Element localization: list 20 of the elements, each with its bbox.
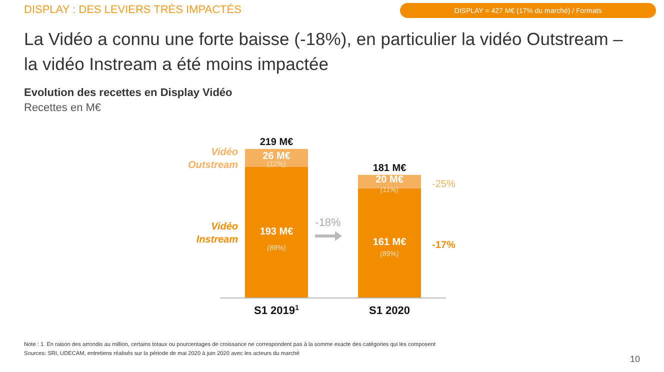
chart-title: La Vidéo a connu une forte baisse (-18%), en particulier la vidéo Outstream – la vidéo Instream a été moins impactée [24,29,624,74]
total-label: 181 M€ [372,162,407,174]
text: Evolution des recettes en Display Vidéo [24,87,233,99]
data-label: 161 M€ [372,237,407,248]
text: 10 [630,354,640,364]
annotation: -18% [315,217,342,229]
total-label: 219 M€ [260,137,294,148]
x-tick-label: S1 2020 [369,305,410,317]
series-label: Vidéo Outstream [188,146,238,171]
data-label: 26 M€ [262,150,291,162]
annotation: -17% [432,240,456,251]
bar [358,188,421,298]
data-label: 20 M€ [376,174,404,186]
text: DISPLAY : DES LEVIERS TRÈS IMPACTÉS [24,3,242,16]
x-tick-label: S1 2019$^{1}$ [254,304,299,317]
text: Recettes en M€ [24,102,102,114]
annotation: -25% [432,179,456,190]
bar [245,166,308,298]
series-label: Vidéo Instream [196,221,238,246]
data-label: 193 M€ [260,226,294,238]
